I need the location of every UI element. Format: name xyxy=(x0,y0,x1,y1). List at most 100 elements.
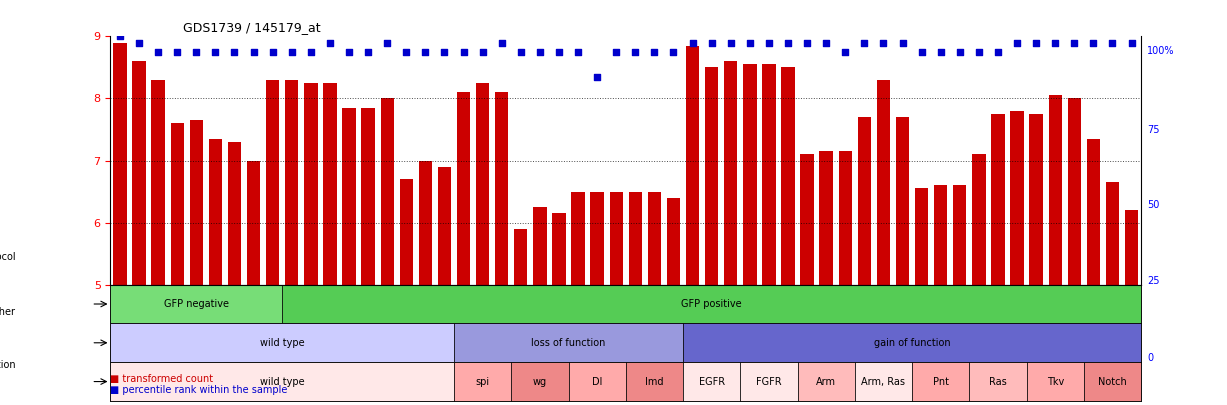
Text: 50: 50 xyxy=(1147,200,1160,209)
Bar xyxy=(285,80,298,285)
Point xyxy=(282,49,302,55)
Bar xyxy=(304,83,318,285)
Bar xyxy=(282,285,1141,324)
Bar xyxy=(820,151,833,285)
Bar xyxy=(915,188,929,285)
Bar xyxy=(171,123,184,285)
Point xyxy=(1121,39,1141,46)
Point xyxy=(167,49,187,55)
Bar xyxy=(110,324,454,362)
Point xyxy=(893,39,913,46)
Point xyxy=(606,49,626,55)
Point xyxy=(874,39,893,46)
Text: Arm, Ras: Arm, Ras xyxy=(861,377,906,386)
Text: ■ transformed count: ■ transformed count xyxy=(110,375,213,384)
Text: Notch: Notch xyxy=(1098,377,1126,386)
Point xyxy=(1026,39,1045,46)
Point xyxy=(550,49,569,55)
Bar xyxy=(648,192,661,285)
Point xyxy=(950,49,969,55)
Point xyxy=(472,49,492,55)
Text: wild type: wild type xyxy=(260,338,304,348)
Point xyxy=(244,49,264,55)
Point xyxy=(416,49,436,55)
Point xyxy=(1007,39,1027,46)
Bar xyxy=(494,92,508,285)
Bar xyxy=(782,68,795,285)
Bar xyxy=(1027,362,1083,401)
Point xyxy=(778,39,798,46)
Text: 0: 0 xyxy=(1147,354,1153,363)
Bar xyxy=(877,80,890,285)
Point xyxy=(721,39,741,46)
Bar xyxy=(342,108,356,285)
Bar xyxy=(740,362,798,401)
Point xyxy=(740,39,760,46)
Bar xyxy=(991,114,1005,285)
Bar xyxy=(110,362,454,401)
Text: spi: spi xyxy=(476,377,490,386)
Text: other: other xyxy=(0,307,16,317)
Bar xyxy=(400,179,413,285)
Bar xyxy=(133,61,146,285)
Text: genotype/variation: genotype/variation xyxy=(0,360,16,369)
Text: Arm: Arm xyxy=(816,377,836,386)
Point xyxy=(129,39,148,46)
Point xyxy=(702,39,721,46)
Bar xyxy=(706,68,718,285)
Text: Dl: Dl xyxy=(591,377,602,386)
Bar xyxy=(1067,98,1081,285)
Bar xyxy=(476,83,490,285)
Bar xyxy=(896,117,909,285)
Bar xyxy=(454,362,512,401)
Bar xyxy=(1106,182,1119,285)
Text: ■ percentile rank within the sample: ■ percentile rank within the sample xyxy=(110,385,288,394)
Point xyxy=(1083,39,1103,46)
Bar xyxy=(1010,111,1023,285)
Bar xyxy=(610,192,623,285)
Point xyxy=(568,49,588,55)
Point xyxy=(378,39,398,46)
Text: GDS1739 / 145179_at: GDS1739 / 145179_at xyxy=(183,21,320,34)
Point xyxy=(320,39,340,46)
Bar xyxy=(151,80,164,285)
Bar xyxy=(590,192,604,285)
Point xyxy=(492,39,512,46)
Bar xyxy=(969,362,1027,401)
Text: 25: 25 xyxy=(1147,277,1160,286)
Bar xyxy=(686,46,699,285)
Text: Imd: Imd xyxy=(645,377,664,386)
Text: wild type: wild type xyxy=(260,377,304,386)
Point xyxy=(434,49,454,55)
Text: Tkv: Tkv xyxy=(1047,377,1064,386)
Point xyxy=(358,49,378,55)
Point xyxy=(301,49,320,55)
Point xyxy=(760,39,779,46)
Bar xyxy=(626,362,683,401)
Point xyxy=(263,49,282,55)
Text: protocol: protocol xyxy=(0,252,16,262)
Bar xyxy=(323,83,336,285)
Text: wg: wg xyxy=(533,377,547,386)
Point xyxy=(1103,39,1123,46)
Point xyxy=(530,49,550,55)
Bar xyxy=(572,192,585,285)
Text: Ras: Ras xyxy=(989,377,1007,386)
Bar xyxy=(110,285,282,324)
Point xyxy=(454,49,474,55)
Point xyxy=(510,49,530,55)
Point xyxy=(816,39,836,46)
Point xyxy=(225,49,244,55)
Bar xyxy=(247,160,260,285)
Bar xyxy=(190,120,202,285)
Bar xyxy=(855,362,912,401)
Bar xyxy=(798,362,855,401)
Bar xyxy=(568,362,626,401)
Text: GFP negative: GFP negative xyxy=(164,299,228,309)
Text: 100%: 100% xyxy=(1147,46,1174,55)
Bar xyxy=(418,160,432,285)
Text: 75: 75 xyxy=(1147,125,1160,134)
Text: Pnt: Pnt xyxy=(933,377,948,386)
Point xyxy=(396,49,416,55)
Bar xyxy=(512,362,568,401)
